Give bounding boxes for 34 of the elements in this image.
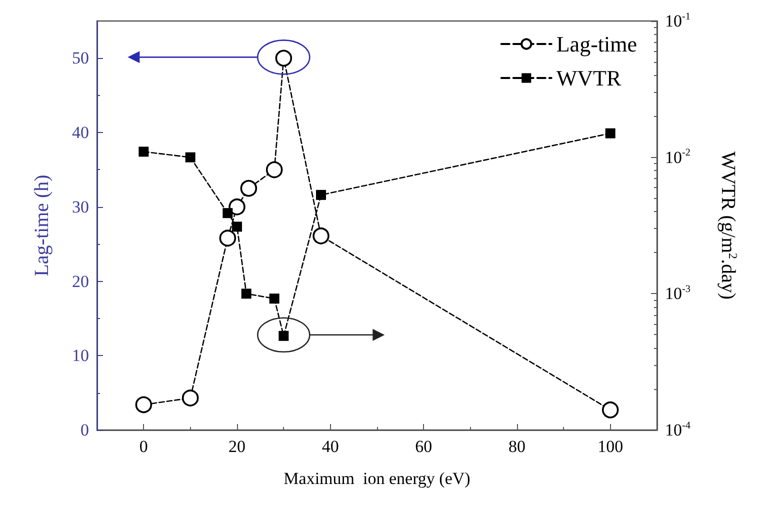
point (269, 294, 280, 304)
point (278, 330, 289, 341)
x-tick-label: 80 (508, 437, 526, 456)
y-axis-title: Lag-time (h) (31, 174, 53, 276)
point (605, 128, 616, 138)
point (241, 288, 252, 299)
legend-label: Lag-time (556, 32, 638, 56)
y-tick-label: 50 (72, 48, 89, 68)
point (138, 146, 149, 157)
point (219, 230, 236, 247)
point (228, 198, 246, 216)
legend-label: WVTR (556, 66, 622, 90)
y-tick-label: 30 (72, 197, 89, 216)
point (602, 402, 619, 418)
point (316, 190, 326, 200)
point (232, 222, 242, 232)
point (135, 396, 152, 414)
y2-axis-title: WVTR (g/m2.day) (717, 151, 740, 300)
point (182, 390, 199, 406)
y-tick-label: 10 (72, 346, 89, 366)
y-tick-label: 40 (72, 123, 89, 142)
point (185, 152, 196, 162)
x-tick-label: 0 (139, 437, 148, 456)
x-tick-label: 100 (598, 437, 624, 456)
point (312, 228, 330, 244)
x-tick-label: 60 (415, 437, 432, 456)
y-tick-label: 0 (80, 420, 89, 440)
point (222, 208, 233, 218)
y-tick-label: 20 (72, 272, 89, 291)
x-tick-label: 40 (322, 437, 339, 456)
point (266, 161, 283, 178)
x-tick-label: 20 (228, 437, 246, 456)
point (240, 180, 258, 197)
x-axis-title: Maximum ion energy (eV) (284, 469, 470, 488)
